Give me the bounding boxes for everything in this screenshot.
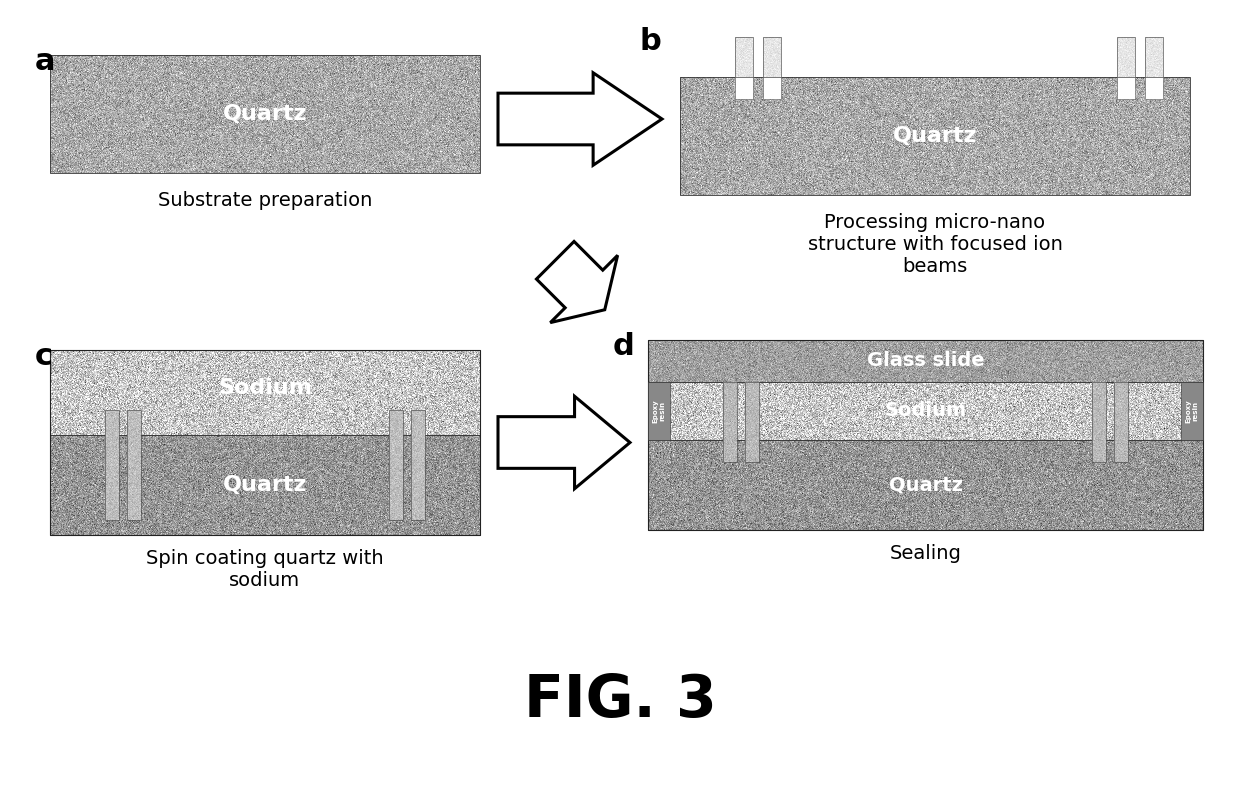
- Bar: [649, 340, 1203, 382]
- Text: a: a: [35, 47, 56, 76]
- Bar: [1180, 382, 1203, 440]
- Polygon shape: [498, 397, 630, 488]
- Bar: [763, 77, 781, 99]
- Text: b: b: [640, 27, 662, 56]
- Bar: [1092, 382, 1106, 462]
- Bar: [745, 382, 759, 462]
- Bar: [649, 440, 1203, 530]
- Text: Glass slide: Glass slide: [867, 351, 985, 371]
- Bar: [389, 410, 403, 520]
- Text: FIG. 3: FIG. 3: [523, 671, 717, 729]
- Text: c: c: [35, 342, 53, 371]
- Bar: [50, 350, 480, 435]
- Bar: [1145, 37, 1163, 77]
- Bar: [649, 382, 1203, 440]
- Bar: [1145, 77, 1163, 99]
- Text: Sodium: Sodium: [884, 401, 966, 421]
- Bar: [763, 37, 781, 77]
- Text: d: d: [613, 332, 635, 361]
- Bar: [735, 37, 753, 77]
- Bar: [735, 77, 753, 99]
- Bar: [50, 55, 480, 173]
- Bar: [1117, 37, 1135, 77]
- Text: Sealing: Sealing: [889, 544, 961, 563]
- Polygon shape: [537, 242, 618, 322]
- Bar: [1117, 77, 1135, 99]
- Text: Epoxy
resin: Epoxy resin: [1185, 399, 1199, 423]
- Bar: [126, 410, 141, 520]
- Text: Spin coating quartz with
sodium: Spin coating quartz with sodium: [146, 549, 384, 590]
- Bar: [649, 382, 670, 440]
- Bar: [410, 410, 425, 520]
- Text: Quartz: Quartz: [223, 104, 308, 124]
- Text: Quartz: Quartz: [889, 476, 962, 495]
- Text: Quartz: Quartz: [223, 475, 308, 495]
- Bar: [50, 350, 480, 535]
- Bar: [105, 410, 119, 520]
- Bar: [649, 340, 1203, 530]
- Bar: [723, 382, 737, 462]
- Polygon shape: [498, 73, 662, 165]
- Bar: [680, 77, 1190, 195]
- Bar: [1114, 382, 1128, 462]
- Bar: [50, 435, 480, 535]
- Text: Epoxy
resin: Epoxy resin: [652, 399, 666, 423]
- Text: Sodium: Sodium: [218, 378, 312, 398]
- Text: Quartz: Quartz: [893, 126, 977, 146]
- Text: Substrate preparation: Substrate preparation: [157, 191, 372, 210]
- Text: Processing micro-nano
structure with focused ion
beams: Processing micro-nano structure with foc…: [807, 213, 1063, 276]
